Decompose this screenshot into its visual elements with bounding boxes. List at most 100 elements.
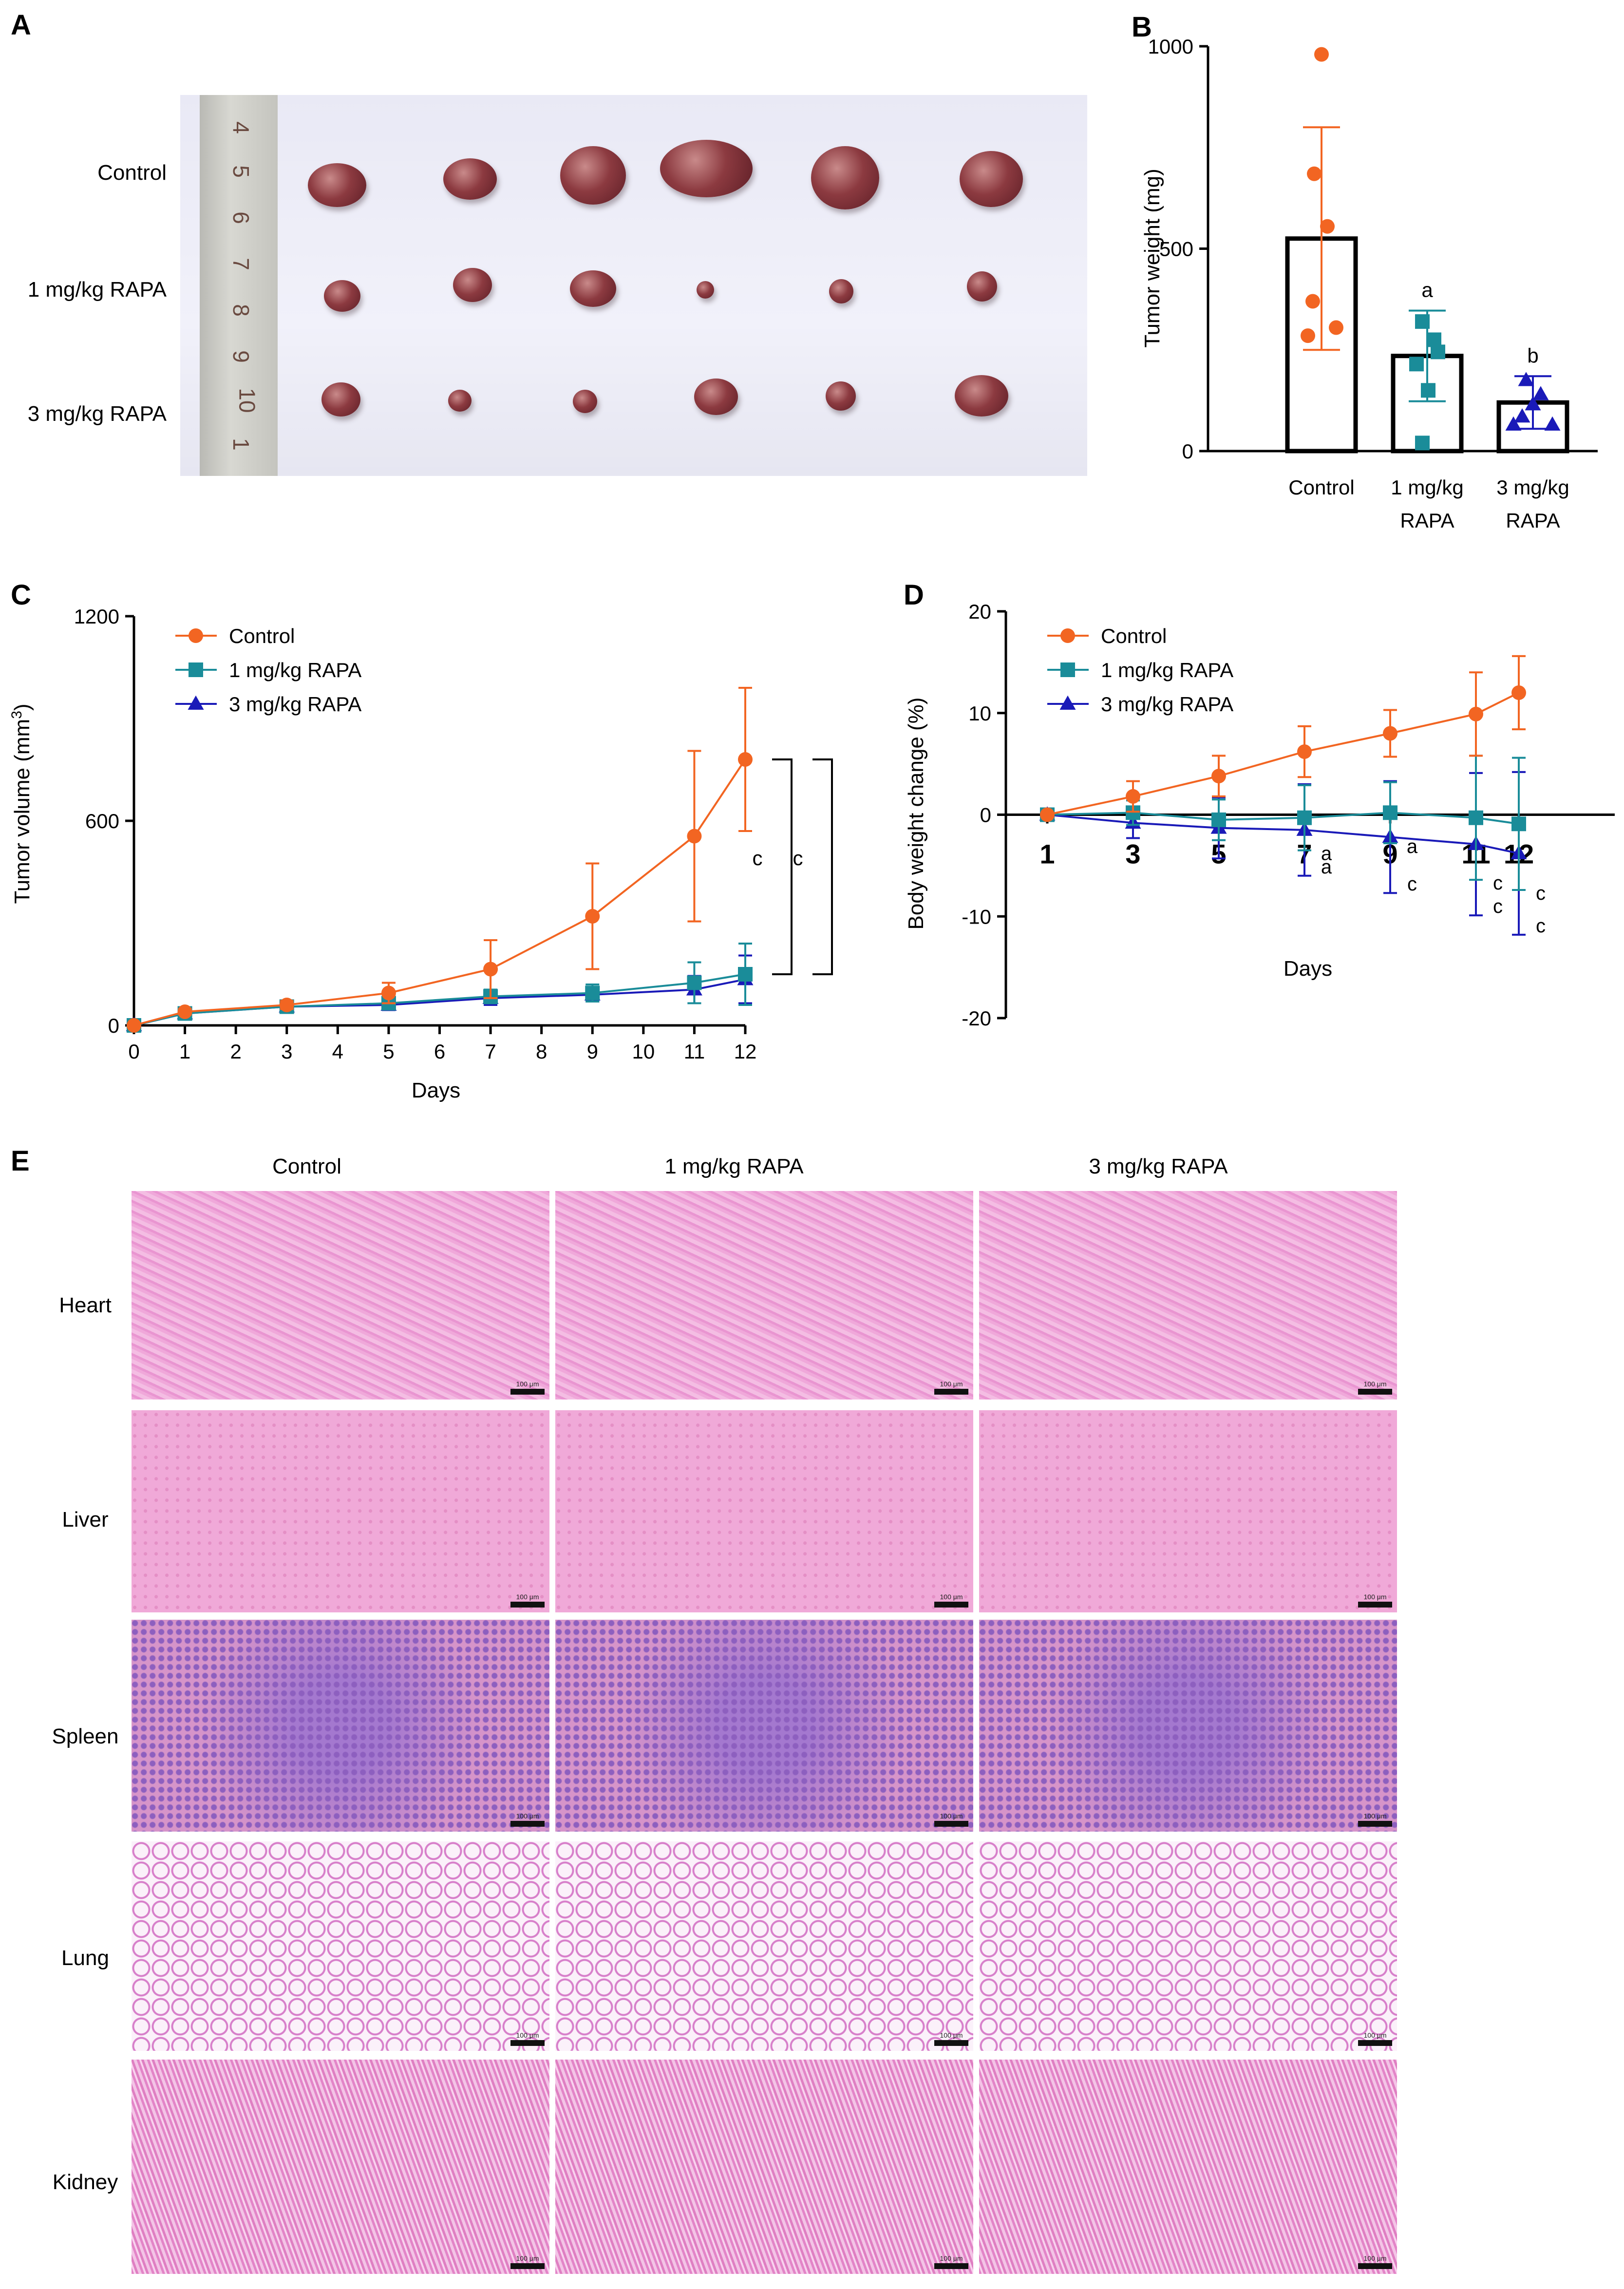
tumor-image — [570, 270, 616, 307]
row-heading-liver: Liver — [62, 1508, 109, 1532]
x-tick-label: 3 mg/kg — [1496, 476, 1569, 499]
photo-row-label-3mg: 3 mg/kg RAPA — [27, 402, 167, 426]
ruler-number: 9 — [228, 350, 254, 363]
tumor-image — [955, 375, 1008, 416]
tumor-image — [960, 151, 1023, 207]
data-point — [1301, 328, 1315, 343]
y-tick-label: -20 — [962, 1007, 991, 1030]
data-point — [1060, 628, 1075, 643]
ruler-number: 10 — [234, 388, 260, 413]
significance-label: c — [1536, 915, 1546, 937]
series-line — [1047, 813, 1519, 854]
row-heading-heart: Heart — [59, 1293, 112, 1317]
tumor-image — [448, 390, 472, 412]
data-point — [687, 975, 702, 990]
data-point — [1511, 816, 1526, 832]
y-tick-label: 1000 — [1148, 35, 1193, 58]
scale-bar: 100 μm — [510, 1593, 545, 1608]
data-point — [1314, 47, 1329, 62]
x-tick-label: 11 — [684, 1040, 705, 1063]
significance-label: c — [1407, 873, 1417, 895]
y-tick-label: 0 — [108, 1014, 119, 1037]
significance-label: a — [1321, 843, 1332, 865]
significance-label: a — [1421, 279, 1433, 302]
data-point — [177, 1004, 192, 1019]
tumor-image — [308, 163, 366, 207]
data-point — [1329, 320, 1343, 335]
plot-area: -20-1001020135791112aaaccccc — [962, 600, 1615, 1030]
y-axis-label: Body weight change (%) — [904, 698, 928, 930]
x-tick-label: 10 — [632, 1040, 655, 1063]
tumor-image — [453, 268, 492, 302]
y-axis-ticks: 0 500 1000 — [1148, 35, 1208, 463]
ruler-number: 7 — [228, 258, 254, 270]
tumor-image — [660, 140, 753, 197]
significance-label: c — [1493, 896, 1503, 917]
data-point — [1211, 812, 1226, 827]
x-tick-label: 3 — [1125, 839, 1140, 870]
series-line — [133, 758, 746, 1026]
tumor-photograph: 4 5 6 7 8 9 10 1 — [180, 95, 1087, 476]
scale-bar: 100 μm — [1358, 1593, 1392, 1608]
data-point — [279, 998, 294, 1012]
legend-label: 3 mg/kg RAPA — [1101, 693, 1233, 716]
significance-label: a — [1321, 856, 1332, 878]
data-point — [1415, 435, 1430, 451]
data-point — [1040, 807, 1055, 822]
row-heading-spleen: Spleen — [52, 1724, 119, 1748]
x-axis-label: Days — [412, 1078, 460, 1102]
column-heading-3mg: 3 mg/kg RAPA — [1089, 1154, 1228, 1178]
data-point — [1518, 372, 1534, 386]
significance-label: c — [793, 847, 803, 870]
x-axis-tick-labels: Control 1 mg/kg RAPA 3 mg/kg RAPA — [1288, 476, 1569, 532]
data-point — [1409, 357, 1424, 372]
histology-image: 100 μm — [555, 1191, 973, 1400]
significance-label: c — [753, 847, 763, 870]
panel-letter-c: C — [11, 579, 31, 611]
scale-bar: 100 μm — [510, 1812, 545, 1827]
scale-bar: 100 μm — [934, 1593, 968, 1608]
significance-label: c — [1493, 872, 1503, 894]
histology-image: 100 μm — [132, 1191, 549, 1400]
y-tick-label: 1200 — [74, 605, 119, 628]
histology-image: 100 μm — [555, 1620, 973, 1832]
tumor-image — [560, 146, 626, 205]
histology-image: 100 μm — [979, 1410, 1397, 1612]
x-tick-label: 3 — [281, 1040, 292, 1063]
histology-image: 100 μm — [979, 1191, 1397, 1400]
tumor-image — [811, 146, 879, 209]
histology-image: 100 μm — [132, 1841, 549, 2051]
tumor-image — [443, 158, 497, 200]
histology-image: 100 μm — [979, 2060, 1397, 2274]
legend: Control 1 mg/kg RAPA 3 mg/kg RAPA — [1047, 624, 1233, 716]
data-point — [738, 752, 753, 767]
scale-bar: 100 μm — [510, 2254, 545, 2269]
significance-bracket — [812, 758, 833, 975]
significance-label: a — [1407, 836, 1418, 857]
x-tick-label: 5 — [383, 1040, 394, 1063]
legend-label: 3 mg/kg RAPA — [229, 693, 361, 716]
y-tick-label: 10 — [968, 702, 991, 725]
data-point — [1383, 726, 1397, 741]
data-point — [1431, 344, 1445, 359]
scale-bar: 100 μm — [510, 1380, 545, 1395]
data-point — [189, 662, 203, 677]
scale-bar: 100 μm — [1358, 1380, 1392, 1395]
histology-image: 100 μm — [555, 2060, 973, 2274]
data-point — [1126, 789, 1140, 804]
x-tick-label: 12 — [734, 1040, 757, 1063]
y-tick-label: -10 — [962, 905, 991, 928]
y-tick-label: 0 — [980, 804, 991, 827]
photo-row-label-control: Control — [97, 161, 167, 185]
x-tick-label: 4 — [332, 1040, 343, 1063]
data-point — [1532, 386, 1549, 400]
significance-label: c — [1536, 883, 1546, 904]
y-tick-label: 600 — [85, 810, 119, 832]
y-axis-label: Tumor volume (mm3) — [9, 703, 34, 904]
histology-image: 100 μm — [979, 1841, 1397, 2051]
ruler-number: 4 — [228, 121, 254, 134]
panel-letter-a: A — [11, 9, 31, 41]
data-point — [1469, 706, 1483, 721]
histology-image: 100 μm — [555, 1841, 973, 2051]
